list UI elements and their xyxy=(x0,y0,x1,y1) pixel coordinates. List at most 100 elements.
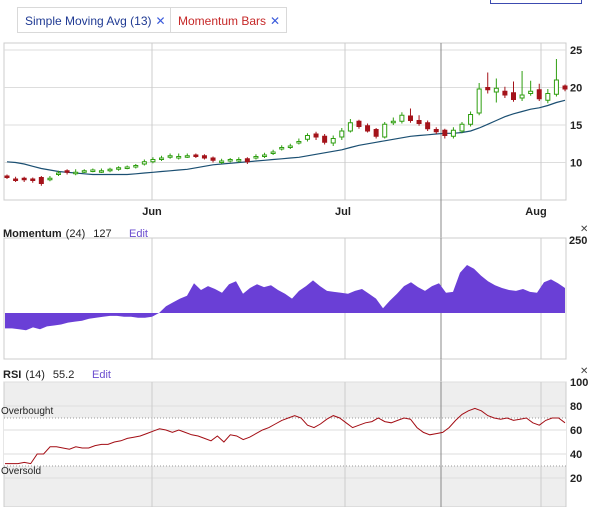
rsi-value: 55.2 xyxy=(53,369,74,381)
candle-body xyxy=(81,170,87,173)
candle-body xyxy=(253,156,259,159)
candle-body xyxy=(47,177,53,181)
candle-body xyxy=(56,172,62,175)
candle-body xyxy=(356,120,362,127)
candle-body xyxy=(150,159,156,163)
candle-body xyxy=(124,166,130,169)
price-tick-label: 10 xyxy=(570,158,582,170)
candle-body xyxy=(38,177,44,184)
candle-body xyxy=(390,120,396,124)
date-tick-label: Jul xyxy=(335,206,351,218)
momentum-value: 127 xyxy=(93,228,111,240)
candle-body xyxy=(287,145,293,148)
candle-body xyxy=(73,171,79,175)
candle-body xyxy=(373,129,379,137)
candle-body xyxy=(459,123,465,132)
candle-body xyxy=(167,155,173,158)
candle-body xyxy=(296,141,302,144)
momentum-bars-chip[interactable]: Momentum Bars ✕ xyxy=(170,7,288,33)
overbought-label: Overbought xyxy=(1,406,53,417)
oversold-label: Oversold xyxy=(1,466,41,477)
rsi-edit-link[interactable]: Edit xyxy=(92,369,111,381)
candle-body xyxy=(450,129,456,137)
candle-body xyxy=(219,160,225,163)
candle-body xyxy=(562,85,568,90)
candle-body xyxy=(30,178,36,181)
rsi-line xyxy=(5,407,566,465)
candle-body xyxy=(262,154,268,157)
rsi-tick-label: 60 xyxy=(570,425,582,437)
candle-body xyxy=(485,87,491,91)
rsi-close-icon[interactable]: ✕ xyxy=(580,366,588,377)
rsi-tick-label: 20 xyxy=(570,473,582,485)
sma-line xyxy=(6,99,566,176)
momentum-edit-link[interactable]: Edit xyxy=(129,228,148,240)
price-tick-label: 20 xyxy=(570,83,582,95)
remove-momentum-bars-close-icon[interactable]: ✕ xyxy=(270,14,281,28)
candle-body xyxy=(425,122,431,130)
candle-body xyxy=(90,169,96,172)
price-tick-label: 15 xyxy=(570,120,582,132)
candle-body xyxy=(210,157,216,161)
candle-body xyxy=(236,159,242,162)
momentum-bars-label: Momentum Bars xyxy=(178,14,267,28)
momentum-tick-label: 250 xyxy=(569,235,587,247)
candle-body xyxy=(64,170,70,173)
candle-body xyxy=(545,93,551,101)
remove-sma-close-icon[interactable]: ✕ xyxy=(155,14,166,28)
candle-body xyxy=(442,129,448,136)
candle-body xyxy=(519,94,525,99)
candle-body xyxy=(98,170,104,173)
candle-body xyxy=(313,133,319,138)
candle-body xyxy=(176,156,182,159)
candle-body xyxy=(382,123,388,138)
candle-body xyxy=(201,155,207,159)
candle-body xyxy=(133,165,139,168)
candle-body xyxy=(4,175,10,178)
toolbar-button-edge[interactable] xyxy=(490,0,582,4)
candle-body xyxy=(193,154,199,157)
candle-body xyxy=(304,135,310,140)
candle-body xyxy=(502,90,508,96)
candle-body xyxy=(510,92,516,100)
momentum-close-icon[interactable]: ✕ xyxy=(580,224,588,235)
candle-body xyxy=(433,129,439,133)
candle-body xyxy=(416,120,422,124)
candle-body xyxy=(13,178,19,181)
price-plot-area xyxy=(3,42,567,201)
date-tick-label: Aug xyxy=(525,206,546,218)
rsi-param: (14) xyxy=(25,369,45,381)
date-tick-label: Jun xyxy=(142,206,162,218)
candle-body xyxy=(347,122,353,132)
momentum-param: (24) xyxy=(66,228,86,240)
candle-body xyxy=(322,135,328,143)
candle-body xyxy=(399,114,405,122)
candle-body xyxy=(270,151,276,154)
candle-body xyxy=(468,114,474,125)
rsi-tick-label: 80 xyxy=(570,401,582,413)
candle-body xyxy=(339,130,345,138)
candle-body xyxy=(107,168,113,172)
candle-body xyxy=(493,87,499,93)
momentum-header: Momentum (24) 127 xyxy=(3,228,112,240)
candle-body xyxy=(116,167,122,170)
price-tick-label: 25 xyxy=(570,45,582,57)
candle-body xyxy=(141,161,147,165)
candle-body xyxy=(330,138,336,144)
candle-body xyxy=(21,177,27,181)
candle-body xyxy=(227,159,233,162)
candle-body xyxy=(553,79,559,95)
momentum-area xyxy=(5,265,565,331)
candle-body xyxy=(365,125,371,132)
rsi-header: RSI (14) 55.2 xyxy=(3,369,74,381)
sma-indicator-chip[interactable]: Simple Moving Avg (13) ✕ xyxy=(17,7,173,33)
rsi-tick-label: 100 xyxy=(570,377,588,389)
candle-body xyxy=(184,155,190,158)
sma-indicator-label: Simple Moving Avg (13) xyxy=(25,14,152,28)
candle-body xyxy=(536,89,542,100)
rsi-neutral-band xyxy=(4,418,566,466)
momentum-title: Momentum xyxy=(3,228,62,240)
candle-body xyxy=(528,90,534,94)
rsi-tick-label: 40 xyxy=(570,449,582,461)
